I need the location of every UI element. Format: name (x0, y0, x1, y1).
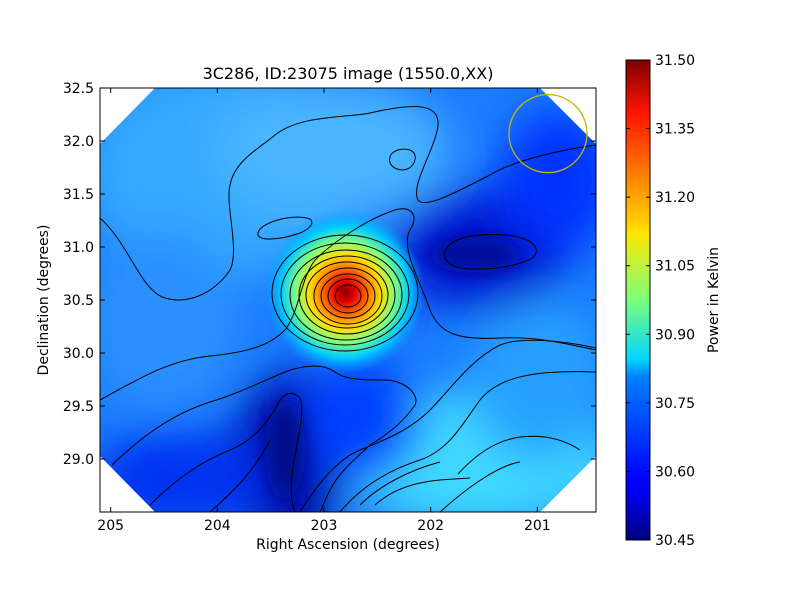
colorbar-tick-label: 31.35 (655, 122, 695, 138)
x-axis-label: Right Ascension (degrees) (256, 537, 440, 553)
y-tick-label: 29.5 (63, 399, 94, 415)
y-axis-label: Declination (degrees) (36, 225, 52, 376)
beam-marker (508, 93, 588, 174)
x-tick-label: 203 (311, 518, 338, 534)
x-axis-ticks: 205 204 203 202 201 (97, 88, 551, 534)
x-tick-label: 204 (204, 518, 231, 534)
y-tick-label: 32.5 (63, 81, 94, 97)
colorbar-gradient (625, 59, 651, 541)
y-axis-ticks: 29.0 29.5 30.0 30.5 31.0 31.5 32.0 32.5 (63, 81, 596, 468)
colorbar-tick-label: 31.50 (655, 53, 695, 69)
x-tick-label: 205 (97, 518, 124, 534)
y-tick-label: 30.5 (63, 293, 94, 309)
y-tick-label: 31.0 (63, 240, 94, 256)
y-tick-label: 31.5 (63, 187, 94, 203)
colorbar: 31.50 31.35 31.20 31.05 30.90 30.75 30.60 30.45… (625, 53, 722, 549)
colorbar-tick-label: 30.60 (655, 464, 695, 480)
chart-title: 3C286, ID:23075 image (1550.0,XX) (203, 64, 494, 83)
y-tick-label: 30.0 (63, 346, 94, 362)
x-tick-label: 202 (417, 518, 444, 534)
y-tick-label: 29.0 (63, 452, 94, 468)
colorbar-label: Power in Kelvin (706, 247, 722, 353)
colorbar-ticks: 31.50 31.35 31.20 31.05 30.90 30.75 30.60 30.45 (626, 53, 695, 549)
contour-lines (100, 106, 596, 512)
heatmap-image (100, 88, 596, 512)
colorbar-tick-label: 30.90 (655, 327, 695, 343)
y-tick-label: 32.0 (63, 134, 94, 150)
colorbar-tick-label: 31.05 (655, 259, 695, 275)
colorbar-tick-label: 30.45 (655, 533, 695, 549)
colorbar-tick-label: 31.20 (655, 190, 695, 206)
x-tick-label: 201 (524, 518, 551, 534)
colorbar-tick-label: 30.75 (655, 396, 695, 412)
